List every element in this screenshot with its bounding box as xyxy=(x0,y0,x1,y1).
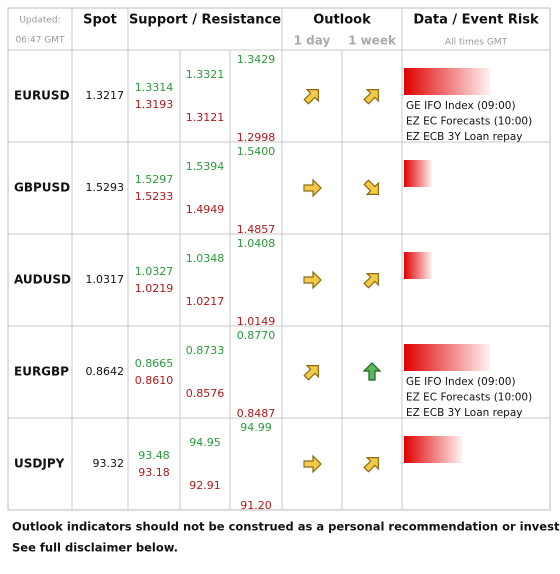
spot: 0.8642 xyxy=(86,365,125,378)
spot: 1.3217 xyxy=(86,89,125,102)
support: 1.4857 xyxy=(237,223,276,236)
resistance: 1.5297 xyxy=(135,173,174,186)
resistance: 1.0408 xyxy=(237,237,276,250)
outlook-1week: 1 week xyxy=(348,34,397,48)
support: 0.8610 xyxy=(135,374,174,387)
support: 1.0217 xyxy=(186,295,225,308)
event-risk-bar xyxy=(404,160,432,187)
event-risk-bar xyxy=(404,344,490,371)
resistance: 94.95 xyxy=(189,436,221,449)
updated-label: Updated: xyxy=(19,16,60,26)
grid xyxy=(8,8,550,510)
resistance: 1.3429 xyxy=(237,53,276,66)
resistance: 1.0327 xyxy=(135,265,174,278)
support: 1.5233 xyxy=(135,190,174,203)
times-note: All times GMT xyxy=(445,38,508,48)
resistance: 93.48 xyxy=(138,449,170,462)
outlook-header: Outlook xyxy=(313,13,371,28)
pair: EURGBP xyxy=(14,365,69,379)
pair: EURUSD xyxy=(14,89,70,103)
support: 0.8487 xyxy=(237,407,276,420)
spot: 93.32 xyxy=(93,457,125,470)
resistance: 1.3321 xyxy=(186,68,225,81)
support: 1.3193 xyxy=(135,98,174,111)
updated-time: 06:47 GMT xyxy=(15,36,65,46)
support: 1.2998 xyxy=(237,131,276,144)
event-risk-bar xyxy=(404,68,490,95)
support: 93.18 xyxy=(138,466,170,479)
spot: 1.5293 xyxy=(86,181,125,194)
spot-header: Spot xyxy=(83,13,117,28)
event: EZ EC Forecasts (10:00) xyxy=(406,392,532,404)
event: EZ EC Forecasts (10:00) xyxy=(406,116,532,128)
footer-line: Outlook indicators should not be constru… xyxy=(12,520,560,534)
support: 0.8576 xyxy=(186,387,225,400)
resistance: 0.8770 xyxy=(237,329,276,342)
support: 91.20 xyxy=(240,499,272,512)
pair: USDJPY xyxy=(14,457,65,471)
event: EZ ECB 3Y Loan repay xyxy=(406,407,522,419)
support: 1.3121 xyxy=(186,111,225,124)
pair: AUDUSD xyxy=(14,273,71,287)
resistance: 0.8733 xyxy=(186,344,225,357)
resistance: 94.99 xyxy=(240,421,272,434)
resistance: 1.5394 xyxy=(186,160,225,173)
support: 1.0219 xyxy=(135,282,174,295)
pair: GBPUSD xyxy=(14,181,70,195)
resistance: 1.5400 xyxy=(237,145,276,158)
spot: 1.0317 xyxy=(86,273,125,286)
footer-line: See full disclaimer below. xyxy=(12,541,178,555)
resistance: 1.0348 xyxy=(186,252,225,265)
resistance: 0.8665 xyxy=(135,357,174,370)
event: GE IFO Index (09:00) xyxy=(406,376,516,388)
outlook-1day: 1 day xyxy=(294,34,331,48)
sr-header: Support / Resistance xyxy=(129,13,281,28)
support: 1.4949 xyxy=(186,203,225,216)
resistance: 1.3314 xyxy=(135,81,174,94)
event-header: Data / Event Risk xyxy=(413,13,539,28)
event-risk-bar xyxy=(404,252,432,279)
support: 1.0149 xyxy=(237,315,276,328)
event-risk-bar xyxy=(404,436,462,463)
support: 92.91 xyxy=(189,479,221,492)
event: GE IFO Index (09:00) xyxy=(406,100,516,112)
event: EZ ECB 3Y Loan repay xyxy=(406,131,522,143)
